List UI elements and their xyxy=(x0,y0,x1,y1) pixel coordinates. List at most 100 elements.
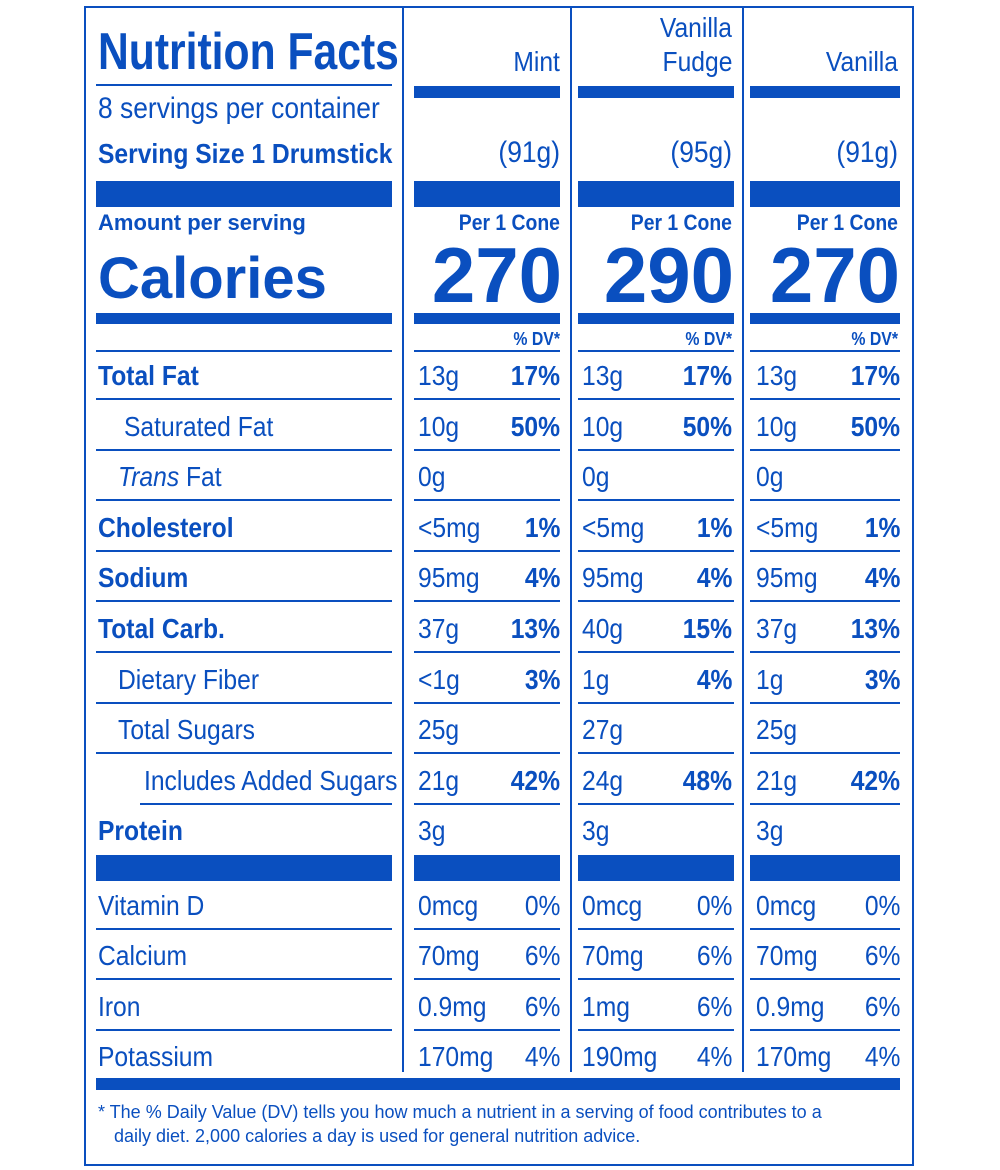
nutrient-dv: 4% xyxy=(864,1040,900,1072)
column-divider xyxy=(742,8,744,1072)
row-rule xyxy=(750,701,900,704)
row-rule xyxy=(750,978,900,981)
nutrient-amount: 37g xyxy=(756,613,798,644)
nutrient-dv: 0% xyxy=(864,890,900,921)
serving-size-label: Serving Size 1 Drumstick xyxy=(98,138,393,169)
row-rule xyxy=(414,752,560,755)
nutrient-amount: 70mg xyxy=(756,940,818,972)
nutrient-amount: 0mcg xyxy=(418,890,479,921)
row-rule xyxy=(414,978,560,981)
row-rule xyxy=(96,499,392,502)
row-rule xyxy=(578,978,734,981)
nutrient-amount: 0g xyxy=(756,461,784,493)
dv-header: % DV* xyxy=(851,329,898,349)
row-rule xyxy=(414,928,560,930)
nutrient-amount: 24g xyxy=(582,764,624,796)
row-rule xyxy=(578,600,734,603)
nutrient-label: Iron xyxy=(98,990,141,1022)
nutrient-amount: 3g xyxy=(756,815,784,847)
row-rule xyxy=(750,802,900,805)
row-rule xyxy=(750,350,900,352)
nutrient-label: Trans Fat xyxy=(118,463,222,491)
thick-rule xyxy=(750,855,900,881)
row-rule xyxy=(414,448,560,451)
nutrient-label: Potassium xyxy=(98,1040,214,1072)
nutrient-dv: 17% xyxy=(510,360,560,391)
footnote: * The % Daily Value (DV) tells you how m… xyxy=(98,1100,898,1148)
nutrition-label xyxy=(84,6,914,1166)
per-cone: Per 1 Cone xyxy=(630,210,732,235)
nutrient-amount: 1g xyxy=(756,663,784,695)
nutrient-amount: 0g xyxy=(418,461,446,493)
row-rule xyxy=(414,802,560,805)
serving-weight: (95g) xyxy=(670,136,732,169)
nutrient-amount: <5mg xyxy=(418,511,481,543)
nutrient-amount: 1mg xyxy=(582,990,630,1022)
nutrient-dv: 3% xyxy=(864,663,900,695)
col-name-mint: Mint xyxy=(513,46,560,77)
nutrient-label: Total Fat xyxy=(98,360,199,391)
nutrient-amount: 21g xyxy=(418,764,460,796)
row-rule xyxy=(578,651,734,653)
nutrient-dv: 6% xyxy=(524,940,560,972)
row-rule xyxy=(750,752,900,755)
row-rule xyxy=(750,651,900,653)
col-name-line1: Vanilla xyxy=(659,12,732,43)
row-rule xyxy=(414,701,560,704)
row-rule xyxy=(96,701,392,704)
nutrient-label-rest: Fat xyxy=(179,461,222,493)
row-rule xyxy=(96,600,392,603)
nutrient-amount: 95mg xyxy=(756,562,818,594)
row-rule xyxy=(96,1028,392,1031)
nutrient-dv: 6% xyxy=(864,940,900,972)
nutrient-dv: 6% xyxy=(696,940,732,972)
nutrient-label: Protein xyxy=(98,815,183,847)
nutrient-amount: 27g xyxy=(582,714,624,746)
servings-per-container: 8 servings per container xyxy=(98,92,380,125)
nutrient-dv: 42% xyxy=(510,764,560,796)
nutrient-amount: 13g xyxy=(418,360,460,391)
thick-rule xyxy=(96,855,392,881)
nutrient-label: Total Carb. xyxy=(98,613,225,644)
nutrient-dv: 50% xyxy=(510,410,560,442)
thick-rule xyxy=(414,181,560,207)
label-title: Nutrition Facts xyxy=(98,23,399,81)
nutrient-label-italic: Trans xyxy=(118,461,180,493)
row-rule xyxy=(414,549,560,552)
footnote-line: daily diet. 2,000 calories a day is used… xyxy=(114,1126,641,1146)
nutrient-dv: 13% xyxy=(850,613,900,644)
row-rule xyxy=(578,350,734,352)
row-rule xyxy=(96,350,392,352)
dv-header: % DV* xyxy=(685,329,732,349)
row-rule xyxy=(414,398,560,400)
nutrient-amount: <5mg xyxy=(582,511,645,543)
calories-rule xyxy=(96,313,392,324)
column-divider xyxy=(402,8,404,1072)
nutrient-label: Includes Added Sugars xyxy=(144,764,398,796)
nutrient-dv: 4% xyxy=(696,562,732,594)
nutrient-dv: 1% xyxy=(696,511,732,543)
nutrient-amount: 25g xyxy=(756,714,798,746)
thick-rule xyxy=(750,181,900,207)
row-rule xyxy=(140,802,392,805)
nutrient-amount: 10g xyxy=(418,410,460,442)
nutrient-label: Vitamin D xyxy=(98,890,205,921)
nutrient-dv: 17% xyxy=(682,360,732,391)
serving-weight: (91g) xyxy=(836,136,898,169)
row-rule xyxy=(96,398,392,400)
nutrient-amount: 95mg xyxy=(418,562,480,594)
nutrient-dv: 0% xyxy=(696,890,732,921)
serving-weight: (91g) xyxy=(498,136,560,169)
col-name-vanilla-fudge: Fudge xyxy=(662,46,732,77)
nutrient-amount: 21g xyxy=(756,764,798,796)
nutrient-dv: 1% xyxy=(864,511,900,543)
nutrient-dv: 4% xyxy=(696,663,732,695)
nutrient-label: Calcium xyxy=(98,940,188,972)
calories-rule xyxy=(750,313,900,324)
nutrient-dv: 4% xyxy=(524,562,560,594)
row-rule xyxy=(578,1028,734,1031)
row-rule xyxy=(578,701,734,704)
nutrient-amount: <1g xyxy=(418,663,460,695)
nutrient-dv: 50% xyxy=(850,410,900,442)
nutrient-amount: 0mcg xyxy=(756,890,817,921)
